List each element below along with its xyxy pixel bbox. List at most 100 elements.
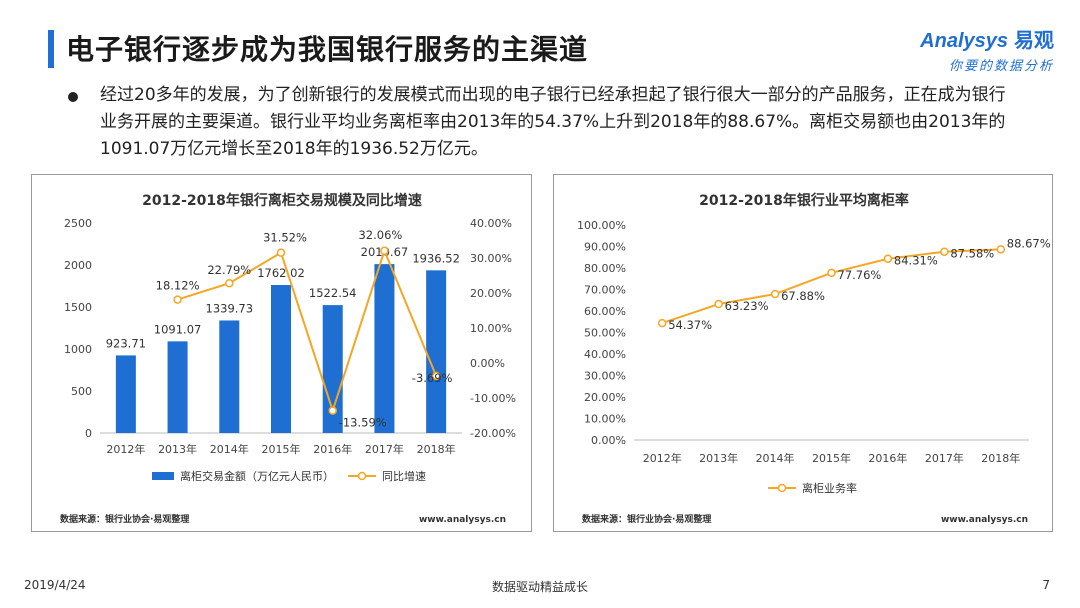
- y-tick-label: 10.00%: [584, 413, 626, 426]
- rate-point: [827, 268, 836, 278]
- chart-transaction-volume: 2012-2018年银行离柜交易规模及同比增速 0 500 1000 1500 2000 2…: [60, 192, 516, 525]
- legend-bar-label: 离柜交易金额（万亿元人民币）: [180, 469, 334, 483]
- bar-value-label: 1091.07: [154, 322, 202, 336]
- bar: [374, 264, 395, 433]
- y-tick-label: 0.00%: [591, 434, 626, 447]
- x-tick-label: 2018年: [981, 451, 1020, 465]
- rate-value-label: 84.31%: [894, 254, 938, 268]
- x-tick-label: 2016年: [868, 451, 907, 465]
- legend-line-marker: [357, 471, 367, 481]
- bar-value-label: 1762.02: [257, 266, 305, 280]
- x-tick-label: 2018年: [417, 442, 456, 456]
- rate-value-label: 63.23%: [725, 299, 769, 313]
- footer-slogan: 数据驱动精益成长: [491, 580, 588, 594]
- y-tick-label: 40.00%: [584, 348, 626, 361]
- y-tick-label: 0: [85, 427, 92, 440]
- bar-value-label: 1522.54: [309, 286, 357, 300]
- bar: [271, 284, 291, 433]
- growth-point: [431, 371, 441, 381]
- y-tick-label: 20.00%: [584, 391, 626, 404]
- x-tick-label: 2016年: [313, 442, 352, 456]
- y2-tick-label: 20.00%: [470, 287, 512, 300]
- chart-panel-offcounter-rate: 2012-2018年银行业平均离柜率 0.00% 10.00% 20.00% 30.00…: [553, 174, 1053, 532]
- x-tick-label: 2013年: [699, 451, 738, 465]
- analysys-logo: Analysys 易观 你要的数据分析: [920, 24, 1054, 74]
- chart-offcounter-rate: 2012-2018年银行业平均离柜率 0.00% 10.00% 20.00% 30.00…: [577, 192, 1051, 525]
- growth-value-label: 32.06%: [358, 228, 402, 242]
- rate-value-label: 54.37%: [668, 318, 712, 332]
- x-tick-label: 2015年: [812, 451, 851, 465]
- y-tick-label: 1500: [64, 301, 92, 314]
- x-tick-label: 2014年: [210, 442, 249, 456]
- rate-point: [883, 254, 893, 263]
- y2-tick-label: 30.00%: [470, 252, 512, 265]
- bar-value-label: 923.71: [106, 336, 146, 350]
- growth-point: [380, 246, 389, 256]
- bar-value-label: 1936.52: [412, 251, 460, 265]
- legend-bar-swatch: [152, 472, 174, 480]
- bullet-text: 经过20多年的发展，为了创新银行的发展模式而出现的电子银行已经承担起了银行很大一…: [100, 85, 1006, 159]
- x-tick-label: 2015年: [262, 442, 301, 456]
- slide-title: 电子银行逐步成为我国银行服务的主渠道: [66, 33, 589, 66]
- rate-point: [770, 289, 780, 299]
- chart-title: 2012-2018年银行业平均离柜率: [699, 192, 909, 209]
- growth-value-label: 31.52%: [263, 231, 307, 245]
- source-note: 数据来源：银行业协会·易观整理: [582, 513, 711, 525]
- x-tick-label: 2017年: [365, 442, 404, 456]
- growth-value-label: 22.79%: [207, 263, 251, 277]
- site-url: www.analysys.cn: [941, 515, 1028, 525]
- rate-value-label: 88.67%: [1007, 236, 1051, 250]
- logo-cn: 易观: [1014, 30, 1054, 52]
- bar: [167, 341, 188, 433]
- growth-value-label: -3.69%: [412, 371, 453, 385]
- site-url: www.analysys.cn: [419, 515, 506, 525]
- rate-point: [657, 318, 667, 328]
- growth-point: [276, 248, 286, 257]
- bar: [219, 320, 240, 433]
- logo-letter: A: [920, 30, 935, 52]
- y-tick-label: 80.00%: [584, 262, 626, 275]
- x-tick-label: 2013年: [158, 442, 197, 456]
- page-number: 7: [1042, 578, 1050, 592]
- y-tick-label: 1000: [64, 343, 92, 356]
- footer-date: 2019/4/24: [24, 578, 86, 592]
- legend-line-label: 离柜业务率: [802, 481, 857, 495]
- x-tick-label: 2017年: [925, 451, 964, 465]
- y2-tick-label: -20.00%: [470, 427, 516, 440]
- rate-point: [996, 245, 1006, 254]
- y2-tick-label: 0.00%: [470, 357, 505, 370]
- y-tick-label: 2500: [64, 217, 92, 230]
- y-tick-label: 30.00%: [584, 370, 626, 383]
- title-accent-bar: [48, 30, 54, 68]
- y2-tick-label: 40.00%: [470, 217, 512, 230]
- y-tick-label: 70.00%: [584, 284, 626, 297]
- y2-tick-label: -10.00%: [470, 392, 516, 405]
- x-tick-label: 2012年: [106, 442, 145, 456]
- y-tick-label: 90.00%: [584, 241, 626, 254]
- legend-line-label: 同比增速: [382, 469, 426, 483]
- growth-value-label: -13.59%: [339, 416, 387, 430]
- chart-title: 2012-2018年银行离柜交易规模及同比增速: [142, 192, 422, 209]
- rate-value-label: 87.58%: [950, 247, 994, 261]
- rate-value-label: 77.76%: [838, 268, 882, 282]
- rate-point: [940, 247, 949, 256]
- growth-point: [173, 295, 182, 304]
- chart-panel-transaction-volume: 2012-2018年银行离柜交易规模及同比增速 0 500 1000 1500 2000 2…: [31, 174, 532, 532]
- legend-line-marker: [777, 483, 787, 493]
- bar: [426, 270, 447, 433]
- growth-series-line: [177, 247, 438, 414]
- rate-value-label: 67.88%: [781, 289, 825, 303]
- x-tick-label: 2012年: [643, 451, 682, 465]
- y-tick-label: 60.00%: [584, 305, 626, 318]
- growth-point: [328, 406, 337, 415]
- logo-text: nalysys: [934, 30, 1008, 52]
- bar: [322, 305, 343, 433]
- logo-tagline: 你要的数据分析: [948, 59, 1054, 74]
- y-tick-label: 100.00%: [577, 219, 626, 232]
- y-tick-label: 50.00%: [584, 327, 626, 340]
- rate-point: [714, 299, 723, 309]
- x-tick-label: 2014年: [756, 451, 795, 465]
- growth-point: [225, 278, 234, 288]
- bar-value-label: 1339.73: [206, 301, 254, 315]
- bullet-icon: [68, 92, 78, 102]
